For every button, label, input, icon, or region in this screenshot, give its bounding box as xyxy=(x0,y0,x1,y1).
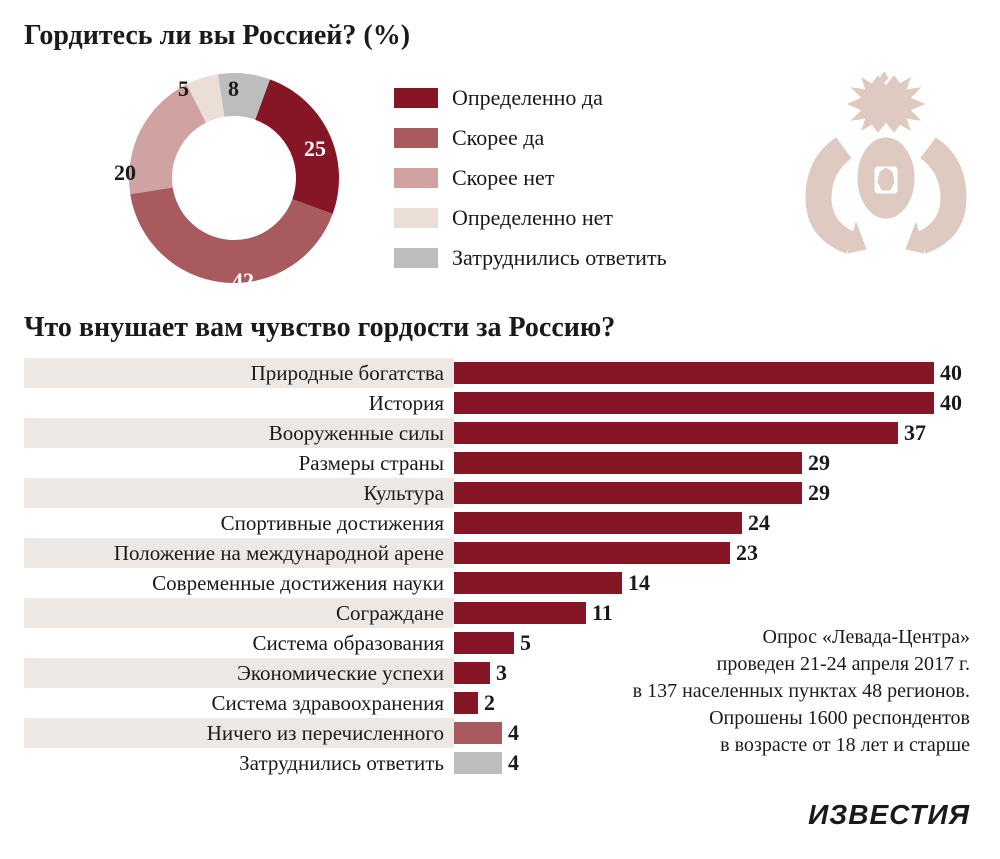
legend-swatch xyxy=(394,208,438,228)
legend-label: Определенно нет xyxy=(452,205,613,231)
legend-label: Скорее нет xyxy=(452,165,554,191)
subtitle: Что внушает вам чувство гордости за Росс… xyxy=(24,312,976,344)
bar-row: Размеры страны 29 xyxy=(24,448,976,478)
bar-value: 29 xyxy=(808,450,830,476)
donut-value-label: 5 xyxy=(178,76,189,102)
source-line: в 137 населенных пунктах 48 регионов. xyxy=(610,678,970,705)
donut-slice xyxy=(129,84,206,194)
bar-label: Спортивные достижения xyxy=(221,511,444,536)
donut-slice xyxy=(255,79,339,214)
bar-fill xyxy=(454,452,802,474)
bar-label: Культура xyxy=(364,481,444,506)
bar-fill xyxy=(454,572,622,594)
bar-label: Современные достижения науки xyxy=(152,571,444,596)
legend-label: Определенно да xyxy=(452,85,603,111)
source-line: Опрошены 1600 респондентов xyxy=(610,705,970,732)
donut-chart: 25422058 xyxy=(104,68,364,288)
bar-label: Система здравоохранения xyxy=(212,691,444,716)
bar-value: 4 xyxy=(508,720,519,746)
bar-fill xyxy=(454,422,898,444)
bar-fill xyxy=(454,392,934,414)
legend-swatch xyxy=(394,88,438,108)
bar-value: 40 xyxy=(940,360,962,386)
bar-label: Вооруженные силы xyxy=(269,421,444,446)
legend: Определенно да Скорее да Скорее нет Определ… xyxy=(394,85,667,271)
source-line: в возрасте от 18 лет и старше xyxy=(610,732,970,759)
donut-value-label: 25 xyxy=(304,136,326,162)
bar-fill xyxy=(454,482,802,504)
bar-row: Культура 29 xyxy=(24,478,976,508)
legend-label: Скорее да xyxy=(452,125,544,151)
bar-fill xyxy=(454,542,730,564)
legend-item: Скорее нет xyxy=(394,165,667,191)
bar-fill xyxy=(454,662,490,684)
legend-label: Затруднились ответить xyxy=(452,245,667,271)
bar-row: Вооруженные силы 37 xyxy=(24,418,976,448)
publisher-logo: ИЗВЕСТИЯ xyxy=(808,799,970,831)
bar-value: 37 xyxy=(904,420,926,446)
donut-value-label: 20 xyxy=(114,160,136,186)
bar-label: Природные богатства xyxy=(251,361,444,386)
bar-fill xyxy=(454,692,478,714)
bar-label: Положение на международной арене xyxy=(114,541,444,566)
bar-fill xyxy=(454,752,502,774)
bar-fill xyxy=(454,512,742,534)
bar-row: Положение на международной арене 23 xyxy=(24,538,976,568)
legend-item: Определенно да xyxy=(394,85,667,111)
bar-value: 2 xyxy=(484,690,495,716)
bar-label: Ничего из перечисленного xyxy=(207,721,444,746)
bar-label: Размеры страны xyxy=(299,451,444,476)
legend-item: Скорее да xyxy=(394,125,667,151)
donut-value-label: 8 xyxy=(228,76,239,102)
bar-value: 4 xyxy=(508,750,519,776)
legend-swatch xyxy=(394,128,438,148)
bar-fill xyxy=(454,362,934,384)
bar-value: 24 xyxy=(748,510,770,536)
bar-value: 3 xyxy=(496,660,507,686)
page-title: Гордитесь ли вы Россией? (%) xyxy=(24,20,976,52)
bar-label: Система образования xyxy=(252,631,444,656)
bar-row: Спортивные достижения 24 xyxy=(24,508,976,538)
bar-value: 40 xyxy=(940,390,962,416)
bar-label: Затруднились ответить xyxy=(239,751,444,776)
source-note: Опрос «Левада-Центра»проведен 21-24 апре… xyxy=(610,624,970,759)
source-line: проведен 21-24 апреля 2017 г. xyxy=(610,651,970,678)
bar-fill xyxy=(454,602,586,624)
coat-of-arms-icon xyxy=(796,68,976,268)
top-row: 25422058 Определенно даСкорее даСкорее н… xyxy=(24,68,976,288)
legend-swatch xyxy=(394,248,438,268)
bar-value: 5 xyxy=(520,630,531,656)
bar-value: 29 xyxy=(808,480,830,506)
bar-label: Экономические успехи xyxy=(237,661,444,686)
bar-value: 11 xyxy=(592,600,613,626)
bar-label: Сограждане xyxy=(336,601,444,626)
bar-value: 23 xyxy=(736,540,758,566)
bar-row: История 40 xyxy=(24,388,976,418)
legend-item: Затруднились ответить xyxy=(394,245,667,271)
bar-fill xyxy=(454,722,502,744)
donut-value-label: 42 xyxy=(232,268,254,294)
source-line: Опрос «Левада-Центра» xyxy=(610,624,970,651)
legend-item: Определенно нет xyxy=(394,205,667,231)
bar-fill xyxy=(454,632,514,654)
bar-value: 14 xyxy=(628,570,650,596)
bar-label: История xyxy=(369,391,444,416)
bar-row: Современные достижения науки 14 xyxy=(24,568,976,598)
bar-row: Природные богатства 40 xyxy=(24,358,976,388)
legend-swatch xyxy=(394,168,438,188)
